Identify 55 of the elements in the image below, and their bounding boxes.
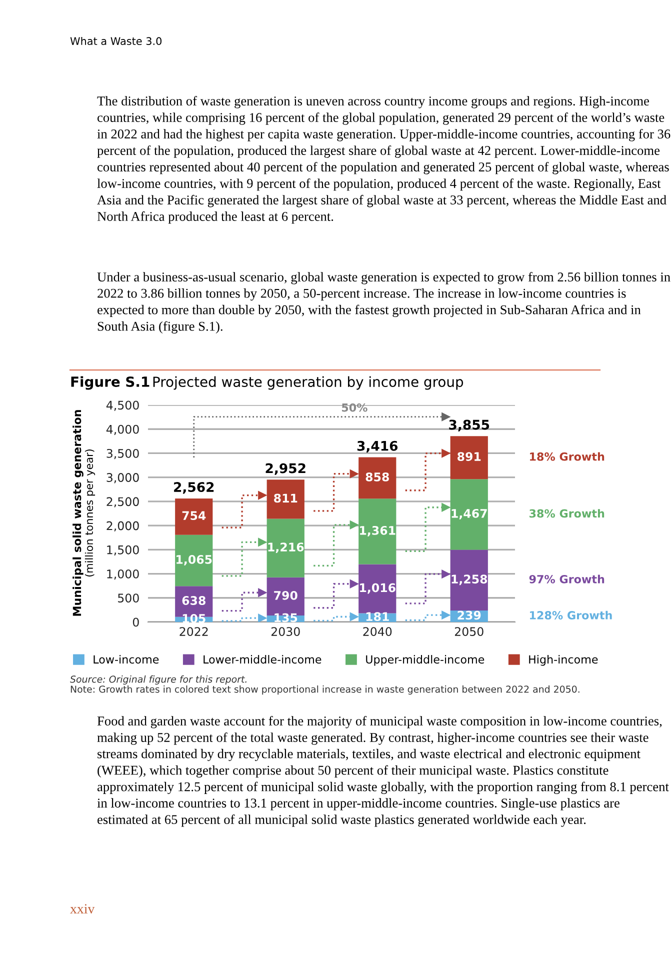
total-label: 3,416 — [357, 440, 398, 453]
text: 38% Growth — [530, 509, 604, 518]
text: Note: Growth rates in colored text show proportional increase in waste generation between 2022 and 2050. — [70, 685, 580, 695]
annotation: 50% — [342, 403, 368, 412]
chart-subtitle: Projected waste generation by income group — [153, 376, 464, 390]
y-tick-label: 4,000 — [106, 424, 139, 435]
y-tick-label: 1,500 — [107, 545, 139, 556]
y-tick-label: 4,500 — [106, 400, 139, 411]
y-tick-label: 1,000 — [107, 570, 139, 580]
data-label: 135 — [274, 613, 298, 622]
data-label: 1,065 — [176, 554, 212, 566]
data-label: 790 — [274, 590, 298, 600]
y-tick-label: 0 — [132, 618, 139, 627]
text: 128% Growth — [530, 610, 612, 620]
data-label: 858 — [366, 472, 389, 482]
y-tick-label: 2,000 — [106, 521, 139, 532]
total-label: 2,952 — [266, 463, 306, 475]
legend-label: Lower-middle-income — [204, 655, 322, 664]
x-tick-label: 2040 — [363, 627, 392, 636]
text: xxiv — [70, 904, 95, 914]
data-label: 239 — [458, 610, 481, 620]
legend-label: Upper-middle-income — [366, 655, 484, 666]
text: Food and garden waste account for the majority of municipal waste composition in low-income countries, making up 52 percent of the total waste generated. By contrast, higher-income countries see their waste streams dominated by dry recyclable materials, textiles, and waste electrical and electronic equipment (WEEE), which together comprise about 50 percent of their municipal waste. Plastics constitute approximately 12.5 percent of municipal solid waste globally, with the proportion ranging from 8.1 percent in low-income countries to 13.1 percent in upper-middle-income countries. Single-use plastics are estimated at 65 percent of all municipal solid waste plastics generated worldwide each year. — [97, 716, 669, 827]
bar — [175, 498, 213, 535]
x-tick-label: 2030 — [271, 627, 300, 636]
data-label: 181 — [366, 612, 389, 622]
y-tick-label: 500 — [118, 594, 139, 603]
data-label: 1,216 — [268, 542, 304, 554]
data-label: 638 — [182, 596, 206, 605]
text: Under a business-as-usual scenario, global waste generation is expected to grow from 2.56 billion tonnes in 2022 to 3.86 billion tonnes by 2050, a 50-percent increase. The increase in low-income countries is expected to more than double by 2050, with the fastest growth projected in Sub-Saharan Africa and in South Asia (figure S.1). — [97, 272, 670, 334]
bar — [175, 534, 213, 586]
total-label: 2,562 — [174, 482, 214, 494]
data-label: 1,361 — [360, 526, 396, 536]
data-label: 811 — [274, 494, 298, 503]
text: What a Waste 3.0 — [70, 36, 162, 46]
data-label: 891 — [458, 452, 481, 462]
data-label: 1,258 — [452, 574, 488, 586]
text: 97% Growth — [529, 574, 604, 584]
y-tick-label: 3,000 — [106, 473, 139, 484]
y-axis-title: Municipal solid waste generation (million tonnes per year) — [72, 410, 96, 616]
total-label: 3,855 — [449, 420, 490, 432]
legend-label: Low-income — [94, 655, 159, 664]
data-label: 1,467 — [452, 508, 487, 520]
text: The distribution of waste generation is uneven across country income groups and regions. High-income countries, while comprising 16 percent of the global population, generated 29 percent of the world’s waste in 2022 and had the highest per capita waste generation. Upper-middle-income countries, accounting for 36 percent of the population, produced the largest share of global waste at 42 percent. Lower-middle-income countries represented about 40 percent of the population and generated 25 percent of global waste, whereas low-income countries, with 9 percent of the population, produced 4 percent of the waste. Regionally, East Asia and the Pacific generated the largest share of global waste at 33 percent, whereas the Middle East and North Africa produced the least at 6 percent. — [97, 96, 670, 224]
x-tick-label: 2022 — [180, 627, 208, 636]
y-tick-label: 2,500 — [106, 497, 139, 508]
source-note: Source: Original figure for this report. — [70, 675, 246, 685]
y-tick-label: 3,500 — [106, 448, 139, 460]
data-label: 1,016 — [360, 583, 396, 594]
text: 18% Growth — [530, 452, 604, 461]
legend-label: High-income — [529, 655, 598, 666]
chart-title: Figure S.1 — [71, 376, 150, 390]
data-label: 105 — [182, 614, 206, 623]
x-tick-label: 2050 — [454, 627, 484, 636]
data-label: 754 — [182, 511, 206, 520]
